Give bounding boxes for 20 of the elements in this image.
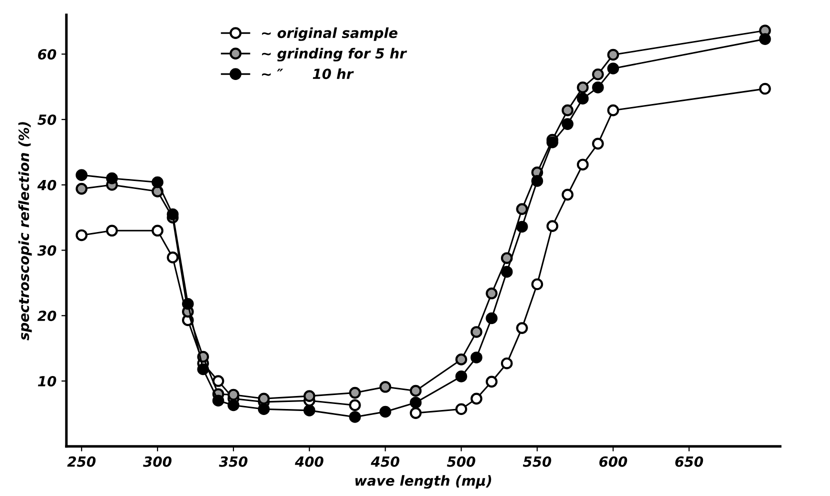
x-tick-label: 350 bbox=[218, 456, 248, 467]
x-tick-label: 600 bbox=[599, 456, 628, 467]
x-tick-label: 400 bbox=[294, 456, 324, 467]
y-tick-label: 50 bbox=[38, 114, 56, 125]
x-tick-label: 550 bbox=[522, 456, 552, 467]
legend-label: ~ grinding for 5 hr bbox=[262, 48, 408, 62]
x-tick-label: 450 bbox=[370, 456, 400, 467]
x-tick-label: 500 bbox=[446, 456, 476, 467]
legend-label: ~ ″ 10 hr bbox=[262, 68, 354, 80]
y-tick-label: 60 bbox=[38, 49, 56, 60]
x-tick-label: 250 bbox=[67, 456, 96, 467]
y-axis-title: spectroscopic reflection (%) bbox=[18, 122, 32, 340]
x-tick-label: 650 bbox=[675, 456, 704, 467]
y-tick-label: 40 bbox=[37, 180, 56, 190]
legend-label: ~ original sample bbox=[262, 27, 398, 41]
x-axis-title: wave length (mμ) bbox=[355, 475, 492, 489]
x-tick-label: 300 bbox=[143, 456, 172, 467]
y-tick-label: 30 bbox=[37, 245, 56, 256]
y-tick-label: 10 bbox=[38, 376, 56, 386]
y-tick-label: 20 bbox=[37, 310, 56, 322]
